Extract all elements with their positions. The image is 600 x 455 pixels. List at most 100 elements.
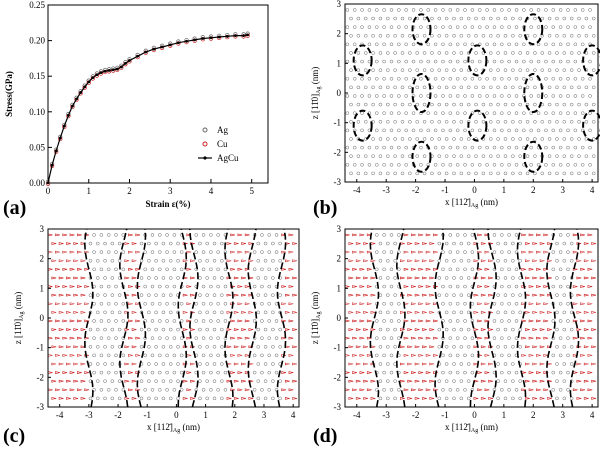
atom-ag — [363, 16, 368, 21]
atom-cu — [47, 233, 53, 237]
atom-ag — [477, 25, 482, 29]
atom-ag — [540, 171, 545, 176]
atom-cu — [539, 276, 545, 280]
atom-cu — [484, 233, 490, 237]
x-tick-label-a: 0 — [46, 186, 51, 196]
atom-ag — [99, 370, 104, 375]
atom-cu — [84, 250, 90, 254]
domain-boundary — [136, 228, 147, 408]
atom-ag — [267, 353, 271, 358]
atom-cu — [477, 250, 483, 254]
atom-ag — [514, 128, 519, 133]
atom-ag — [375, 59, 379, 64]
atom-ag — [584, 33, 589, 38]
atom-ag — [511, 345, 515, 349]
atom-ag — [419, 94, 423, 98]
atom-ag — [271, 362, 275, 366]
atom-cu — [77, 250, 82, 254]
atom-ag — [356, 33, 361, 38]
atom-cu — [73, 362, 79, 366]
atom-cu — [348, 345, 354, 349]
atom-ag — [103, 241, 107, 246]
atom-ag — [591, 85, 596, 90]
atom-cu — [433, 319, 438, 323]
atom-cu — [480, 276, 486, 280]
atom-ag — [529, 128, 533, 133]
atom-cu — [77, 233, 82, 237]
atom-ag — [209, 319, 213, 323]
atom-cu — [51, 310, 57, 314]
atom-ag — [397, 388, 401, 392]
atom-cu — [84, 336, 90, 340]
x-tick-label: 3 — [560, 410, 565, 420]
atom-ag — [415, 102, 419, 107]
atom-ag — [400, 137, 405, 141]
atom-ag — [459, 396, 464, 401]
atom-ag — [172, 370, 177, 375]
atom-ag — [363, 120, 368, 124]
atom-ag — [470, 145, 475, 150]
atom-ag — [198, 276, 202, 280]
atom-cu — [528, 354, 534, 357]
atom-ag — [496, 102, 500, 107]
atom-cu — [583, 362, 589, 366]
atom-cu — [73, 276, 79, 280]
y-tick-label: 1 — [337, 283, 342, 293]
atom-ag — [503, 154, 508, 158]
x-tick-label: -1 — [441, 185, 449, 195]
atom-cu — [230, 371, 236, 374]
atom-ag — [212, 362, 217, 366]
atom-cu — [359, 250, 365, 254]
atom-cu — [128, 388, 133, 392]
atom-ag — [459, 68, 464, 72]
atom-ag — [533, 51, 537, 55]
atom-ag — [393, 154, 397, 158]
atom-ag — [580, 77, 585, 81]
atom-cu — [591, 362, 597, 366]
atom-cu — [226, 259, 232, 263]
atom-cu — [186, 285, 192, 288]
atom-ag — [547, 33, 552, 38]
atom-cu — [58, 345, 64, 349]
domain-boundary — [247, 228, 258, 408]
atom-ag — [573, 145, 578, 150]
atom-ag — [496, 241, 500, 246]
atom-ag — [216, 250, 220, 254]
atom-ag — [360, 77, 364, 81]
atom-ag — [441, 250, 445, 254]
atom-ag — [437, 68, 442, 72]
atom-cu — [241, 397, 246, 400]
atom-ag — [455, 25, 460, 29]
atom-ag — [397, 94, 401, 98]
atom-lattice — [345, 8, 596, 176]
atom-cu — [532, 328, 538, 331]
data-point-agcu — [103, 69, 107, 73]
atom-ag — [205, 241, 209, 246]
atom-ag — [551, 250, 556, 254]
atom-ag — [558, 25, 563, 29]
atom-ag — [386, 85, 390, 90]
atom-ag — [566, 233, 570, 237]
atom-ag — [252, 370, 257, 375]
atom-cu — [477, 354, 483, 357]
atom-ag — [150, 250, 155, 254]
atom-ag — [558, 111, 563, 115]
atom-ag — [470, 128, 475, 133]
atom-ag — [558, 388, 563, 392]
atom-ag — [114, 302, 118, 306]
atom-ag — [470, 25, 475, 29]
domain-boundary — [516, 228, 527, 408]
atom-cu — [69, 302, 75, 306]
atom-ag — [551, 163, 556, 167]
atom-cu — [414, 397, 420, 400]
atom-ag — [161, 396, 166, 401]
atom-cu — [47, 250, 53, 254]
atom-cu — [539, 362, 545, 366]
atom-cu — [414, 293, 420, 297]
atom-cu — [73, 379, 79, 383]
x-tick-label: 4 — [291, 410, 296, 420]
atom-ag — [529, 25, 533, 29]
atom-cu — [370, 242, 376, 245]
atom-ag — [110, 362, 115, 366]
atom-cu — [539, 310, 545, 314]
